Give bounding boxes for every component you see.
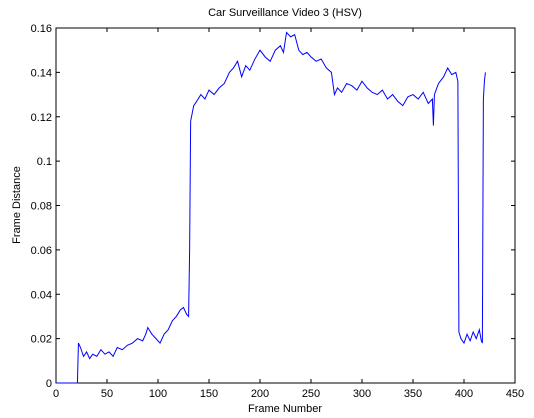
x-tick-label: 350 <box>404 388 422 400</box>
x-tick-label: 150 <box>200 388 218 400</box>
x-tick-label: 250 <box>302 388 320 400</box>
y-tick-label: 0.04 <box>31 289 52 301</box>
plot-frame <box>55 27 516 384</box>
x-tick-label: 100 <box>149 388 167 400</box>
y-tick-label: 0.02 <box>31 334 52 346</box>
y-tick-label: 0.08 <box>31 201 52 213</box>
x-tick-label: 400 <box>455 388 473 400</box>
x-tick-label: 50 <box>101 388 113 400</box>
x-tick-label: 200 <box>251 388 269 400</box>
chart-title: Car Surveillance Video 3 (HSV) <box>208 7 362 19</box>
y-tick-label: 0.14 <box>31 67 52 79</box>
y-tick-label: 0.16 <box>31 23 52 35</box>
y-tick-label: 0.06 <box>31 245 52 257</box>
y-tick-label: 0 <box>46 378 52 390</box>
x-tick-label: 0 <box>53 388 59 400</box>
data-line <box>56 31 486 384</box>
x-tick-label: 450 <box>506 388 524 400</box>
y-tick-label: 0.1 <box>37 156 52 168</box>
x-axis-label: Frame Number <box>248 403 322 415</box>
x-tick-label: 300 <box>353 388 371 400</box>
y-tick-label: 0.12 <box>31 112 52 124</box>
y-axis-label: Frame Distance <box>11 166 23 244</box>
